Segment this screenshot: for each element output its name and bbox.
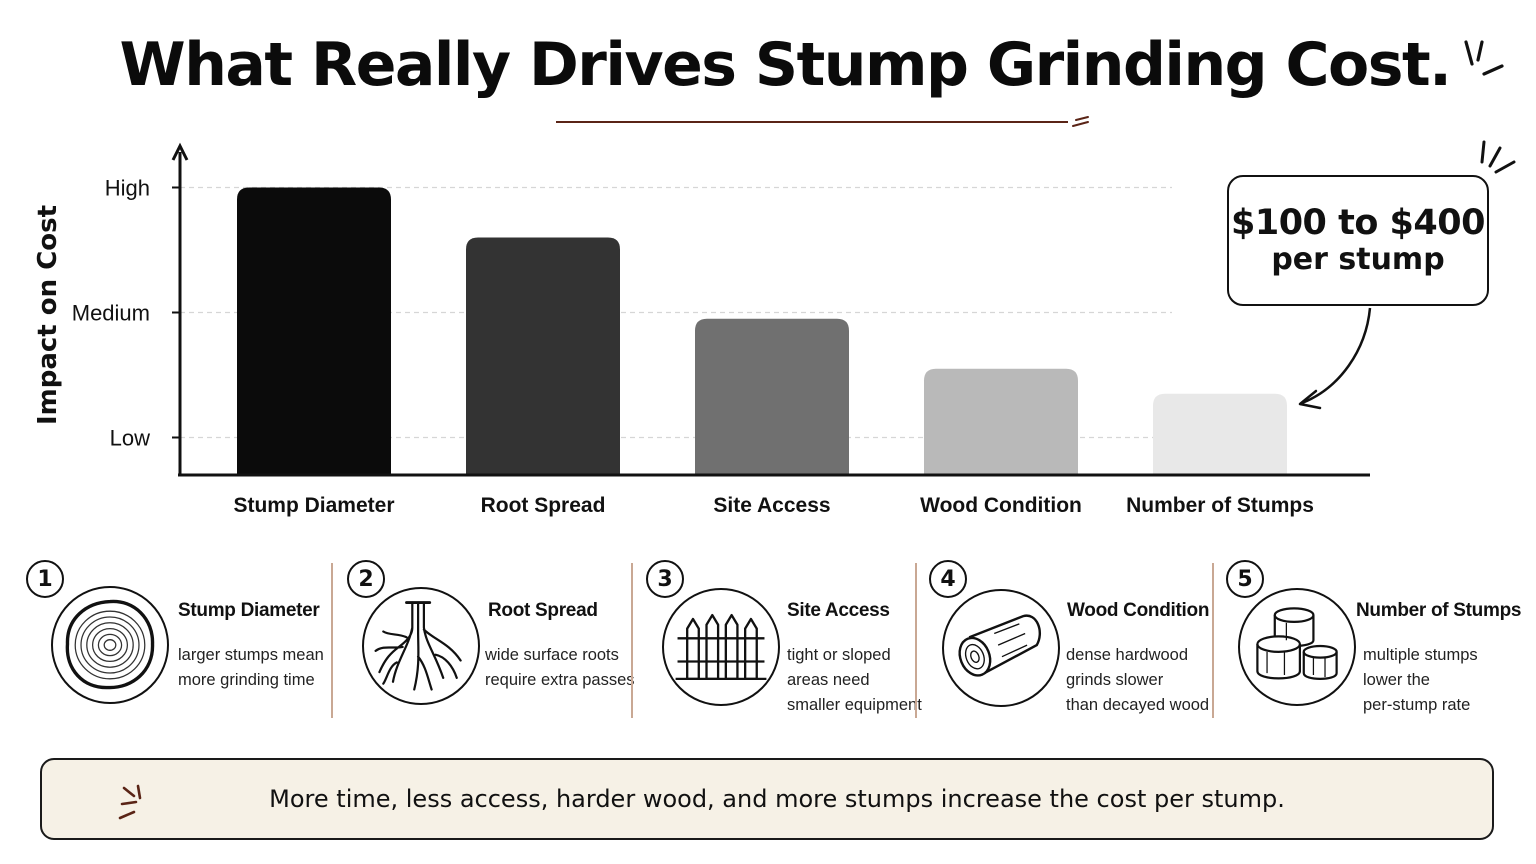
y-tick-label: High bbox=[105, 176, 150, 201]
bar-site-access bbox=[695, 318, 849, 475]
factor-title-3: Site Access bbox=[787, 600, 890, 621]
y-tick-label: Low bbox=[110, 426, 150, 451]
fence-icon bbox=[662, 588, 780, 706]
factor-title-2: Root Spread bbox=[488, 600, 598, 621]
x-tick-label: Site Access bbox=[713, 494, 830, 517]
y-tick-label: Medium bbox=[72, 301, 150, 326]
page-title: What Really Drives Stump Grinding Cost. bbox=[119, 30, 1452, 100]
bar-wood-condition bbox=[924, 368, 1078, 475]
price-unit: per stump bbox=[1271, 242, 1445, 278]
factor-desc-2: wide surface roots require extra passes bbox=[485, 646, 635, 689]
log-icon bbox=[942, 589, 1060, 707]
factor-desc-3: tight or sloped areas need smaller equipme… bbox=[787, 646, 922, 714]
factor-number-1: 1 bbox=[26, 560, 64, 598]
x-tick-label: Number of Stumps bbox=[1126, 494, 1314, 517]
bar-root-spread bbox=[466, 237, 620, 475]
divider-2 bbox=[631, 563, 633, 718]
callout-arrow bbox=[1301, 307, 1372, 405]
factor-title-4: Wood Condition bbox=[1067, 600, 1210, 621]
banner-text: More time, less access, harder wood, and… bbox=[269, 785, 1285, 813]
roots-icon bbox=[362, 587, 480, 705]
banner-accent-icon bbox=[118, 784, 142, 820]
bar-chart: Stump Diameter Root Spread Site Access Wood… bbox=[72, 142, 1372, 517]
price-callout: $100 to $400 per stump bbox=[1227, 175, 1489, 306]
bar-stump-diameter bbox=[237, 187, 391, 475]
price-range: $100 to $400 bbox=[1231, 203, 1485, 244]
callout-arrow-head bbox=[1298, 389, 1322, 410]
factor-number-2: 2 bbox=[347, 560, 385, 598]
x-tick-label: Stump Diameter bbox=[233, 494, 394, 517]
callout-sparkle-icon bbox=[1480, 140, 1516, 174]
divider-3 bbox=[915, 563, 917, 718]
factor-number-4: 4 bbox=[929, 560, 967, 598]
bar-number-of-stumps bbox=[1153, 393, 1287, 475]
title-underline bbox=[556, 121, 1068, 123]
factor-title-5: Number of Stumps bbox=[1356, 600, 1522, 621]
title-underline-tick-icon bbox=[1072, 116, 1089, 127]
factor-number-3: 3 bbox=[646, 560, 684, 598]
factor-desc-5: multiple stumps lower the per-stump rate bbox=[1363, 646, 1478, 714]
divider-1 bbox=[331, 563, 333, 718]
factor-desc-1: larger stumps mean more grinding time bbox=[178, 646, 324, 689]
factor-number-5: 5 bbox=[1226, 560, 1264, 598]
divider-4 bbox=[1212, 563, 1214, 718]
factor-desc-4: dense hardwood grinds slower than decayed … bbox=[1066, 646, 1210, 714]
stumps-icon bbox=[1238, 588, 1356, 706]
y-axis-arrow bbox=[171, 142, 189, 161]
factor-title-1: Stump Diameter bbox=[178, 600, 320, 621]
y-axis-label: Impact on Cost bbox=[33, 204, 63, 426]
x-tick-label: Root Spread bbox=[481, 494, 606, 517]
summary-banner: More time, less access, harder wood, and… bbox=[40, 758, 1494, 840]
tree-rings-icon bbox=[51, 586, 169, 704]
sparkle-accent-icon bbox=[1464, 40, 1504, 76]
x-tick-label: Wood Condition bbox=[920, 494, 1082, 517]
